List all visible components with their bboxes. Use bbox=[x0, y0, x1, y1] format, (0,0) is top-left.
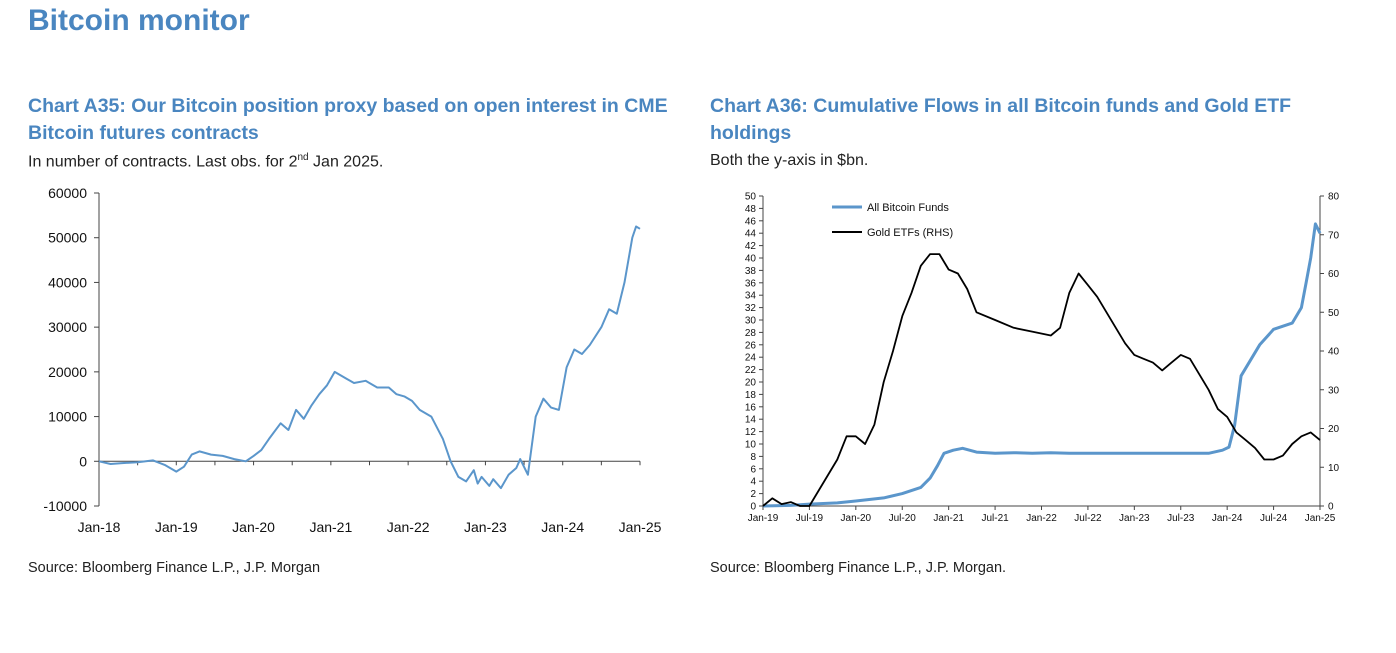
x-tick-label: Jan-23 bbox=[1119, 513, 1150, 524]
chart-panel-a36: Chart A36: Cumulative Flows in all Bitco… bbox=[710, 93, 1370, 170]
y-tick-label-left: 32 bbox=[745, 303, 757, 314]
y-tick-label-left: 28 bbox=[745, 328, 757, 339]
y-tick-label-right: 50 bbox=[1328, 308, 1340, 319]
y-tick-label-left: 46 bbox=[745, 216, 757, 227]
chart-a35-source: Source: Bloomberg Finance L.P., J.P. Mor… bbox=[28, 560, 321, 576]
y-tick-label-left: 20 bbox=[745, 378, 757, 389]
chart-a35-subtitle-sup: nd bbox=[297, 152, 309, 163]
y-tick-label-right: 0 bbox=[1328, 502, 1334, 513]
legend-label: All Bitcoin Funds bbox=[867, 202, 949, 214]
x-tick-label: Jan-19 bbox=[748, 513, 779, 524]
chart-a36-source: Source: Bloomberg Finance L.P., J.P. Mor… bbox=[710, 560, 1007, 576]
y-tick-label-left: 24 bbox=[745, 353, 757, 364]
y-tick-label-right: 80 bbox=[1328, 192, 1340, 203]
x-tick-label: Jan-20 bbox=[841, 513, 872, 524]
x-tick-label: Jan-18 bbox=[78, 519, 121, 535]
y-tick-label-left: 16 bbox=[745, 402, 757, 413]
y-tick-label-left: 10 bbox=[745, 440, 757, 451]
x-tick-label: Jan-19 bbox=[155, 519, 198, 535]
x-tick-label: Jan-21 bbox=[933, 513, 964, 524]
y-tick-label-right: 60 bbox=[1328, 269, 1340, 280]
y-tick-label-left: 36 bbox=[745, 278, 757, 289]
x-tick-label: Jul-23 bbox=[1167, 513, 1195, 524]
chart-a35-svg: -10000 0 10000 20000 30000 40000 50000 60000 Jan… bbox=[43, 185, 662, 535]
y-tick-label-right: 20 bbox=[1328, 424, 1340, 435]
chart-a35-subtitle-end: Jan 2025. bbox=[308, 153, 384, 171]
y-tick-label-left: 4 bbox=[750, 477, 756, 488]
series-line-bitcoin-funds bbox=[762, 222, 1322, 508]
y-tick-label-left: 38 bbox=[745, 266, 757, 277]
chart-panel-a35: Chart A35: Our Bitcoin position proxy ba… bbox=[28, 93, 678, 171]
chart-a35-subtitle-text: In number of contracts. Last obs. for 2 bbox=[28, 153, 298, 171]
y-tick-label-right: 70 bbox=[1328, 230, 1340, 241]
y-tick-label-left: 12 bbox=[745, 427, 757, 438]
x-tick-label: Jan-25 bbox=[1305, 513, 1336, 524]
x-tick-label: Jul-21 bbox=[981, 513, 1009, 524]
y-tick-label: -10000 bbox=[43, 498, 87, 514]
x-tick-label: Jan-21 bbox=[309, 519, 352, 535]
y-tick-label-left: 40 bbox=[745, 254, 757, 265]
y-tick-label-left: 34 bbox=[745, 291, 757, 302]
y-tick-label: 60000 bbox=[48, 185, 87, 201]
y-tick-label-right: 30 bbox=[1328, 385, 1340, 396]
series-line-gold-etfs bbox=[762, 253, 1321, 507]
x-tick-label: Jan-22 bbox=[387, 519, 430, 535]
y-tick-label-left: 18 bbox=[745, 390, 757, 401]
y-tick-label: 40000 bbox=[48, 274, 87, 290]
y-tick-label-left: 50 bbox=[745, 192, 757, 203]
y-tick-label: 20000 bbox=[48, 364, 87, 380]
y-tick-label-left: 26 bbox=[745, 340, 757, 351]
y-tick-label-left: 2 bbox=[750, 489, 756, 500]
chart-a35-title: Chart A35: Our Bitcoin position proxy ba… bbox=[28, 95, 668, 144]
legend-label: Gold ETFs (RHS) bbox=[867, 227, 953, 239]
y-tick-label-left: 22 bbox=[745, 365, 757, 376]
x-tick-label: Jul-19 bbox=[796, 513, 824, 524]
series-line-position-proxy bbox=[98, 225, 641, 490]
y-tick-label-left: 0 bbox=[750, 502, 756, 513]
x-tick-label: Jan-24 bbox=[541, 519, 584, 535]
y-tick-label-left: 8 bbox=[750, 452, 756, 463]
x-tick-label: Jul-20 bbox=[889, 513, 917, 524]
y-tick-label-right: 10 bbox=[1328, 463, 1340, 474]
chart-a35-subtitle: In number of contracts. Last obs. for 2n… bbox=[28, 152, 678, 171]
y-tick-label-left: 42 bbox=[745, 241, 757, 252]
y-tick-label: 0 bbox=[79, 453, 87, 469]
x-tick-label: Jul-22 bbox=[1074, 513, 1102, 524]
x-tick-label: Jan-23 bbox=[464, 519, 507, 535]
y-tick-label: 30000 bbox=[48, 319, 87, 335]
x-tick-label: Jul-24 bbox=[1260, 513, 1288, 524]
x-tick-label: Jan-24 bbox=[1212, 513, 1243, 524]
chart-a36-subtitle: Both the y-axis in $bn. bbox=[710, 152, 869, 169]
page-title: Bitcoin monitor bbox=[28, 4, 250, 37]
y-tick-label-left: 6 bbox=[750, 464, 756, 475]
chart-a36-svg: 0246810121416182022242628303234363840424… bbox=[745, 192, 1340, 525]
y-tick-label-left: 44 bbox=[745, 229, 757, 240]
chart-a36-title: Chart A36: Cumulative Flows in all Bitco… bbox=[710, 95, 1292, 144]
y-tick-label-left: 30 bbox=[745, 316, 757, 327]
x-tick-label: Jan-20 bbox=[232, 519, 275, 535]
x-tick-label: Jan-22 bbox=[1026, 513, 1057, 524]
y-tick-label: 10000 bbox=[48, 409, 87, 425]
x-tick-label: Jan-25 bbox=[619, 519, 662, 535]
y-tick-label-right: 40 bbox=[1328, 347, 1340, 358]
y-tick-label-left: 48 bbox=[745, 204, 757, 215]
y-tick-label-left: 14 bbox=[745, 415, 757, 426]
y-tick-label: 50000 bbox=[48, 230, 87, 246]
